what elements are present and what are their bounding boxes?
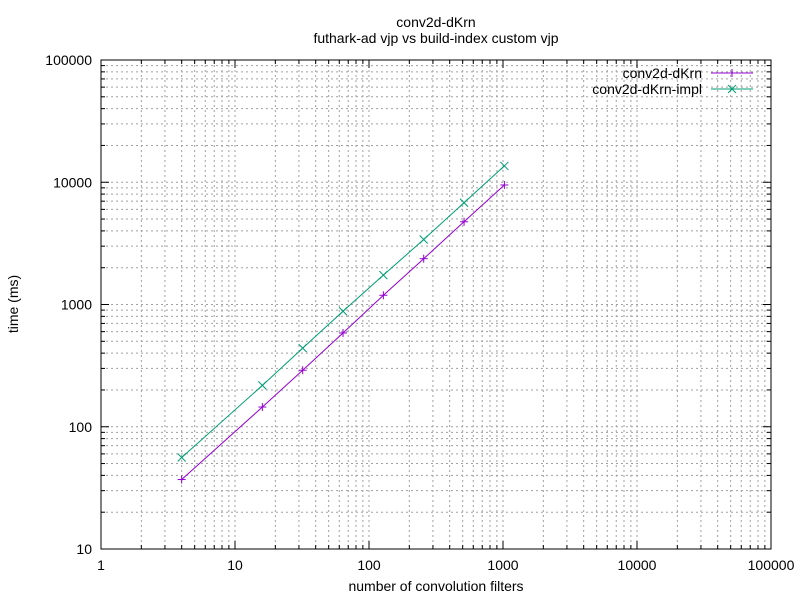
y-axis-label: time (ms): [5, 275, 21, 333]
y-tick-label: 10: [76, 541, 92, 557]
legend-label: conv2d-dKrn-impl: [592, 81, 702, 97]
legend-label: conv2d-dKrn: [623, 65, 702, 81]
x-tick-label: 100: [357, 557, 381, 573]
data-point: [257, 381, 267, 390]
y-tick-label: 1000: [61, 297, 92, 313]
data-point: [500, 161, 509, 171]
data-point: [338, 306, 348, 316]
x-tick-label: 100000: [748, 557, 795, 573]
data-point: [500, 180, 509, 189]
data-point: [298, 366, 307, 375]
data-point: [379, 270, 388, 280]
series-layer: [177, 161, 509, 484]
data-point: [298, 343, 308, 353]
data-point: [177, 453, 187, 462]
series-line: [181, 165, 505, 458]
x-tick-label: 1: [97, 557, 105, 573]
x-tick-label: 10000: [618, 557, 657, 573]
data-point: [258, 403, 267, 412]
data-point: [459, 198, 469, 208]
legend-marker: [728, 69, 736, 77]
x-tick-label: 10: [227, 557, 243, 573]
legend-entry: conv2d-dKrn: [623, 65, 753, 81]
y-tick-label: 100: [69, 419, 93, 435]
data-point: [419, 254, 428, 263]
x-axis-label: number of convolution filters: [348, 578, 523, 594]
data-point: [177, 475, 186, 484]
series-1: [177, 180, 509, 484]
chart-title: conv2d-dKrn: [396, 14, 475, 30]
y-tick-label: 10000: [53, 174, 92, 190]
data-point: [460, 217, 469, 226]
chart-subtitle: futhark-ad vjp vs build-index custom vjp: [313, 30, 558, 46]
legend-marker: [727, 84, 737, 94]
axis-tick-labels: 1 10 100 1000 10000 100000 10 100 1000 10000 10000…: [45, 52, 794, 573]
series-line: [181, 184, 505, 480]
y-tick-label: 100000: [45, 52, 92, 68]
data-point: [419, 235, 429, 244]
series-2: [177, 161, 509, 462]
data-point: [339, 328, 348, 337]
data-point: [379, 291, 388, 300]
legend-entry: conv2d-dKrn-impl: [592, 81, 753, 97]
grid: [100, 59, 772, 550]
plot-border: [100, 59, 772, 550]
x-tick-label: 1000: [487, 557, 518, 573]
